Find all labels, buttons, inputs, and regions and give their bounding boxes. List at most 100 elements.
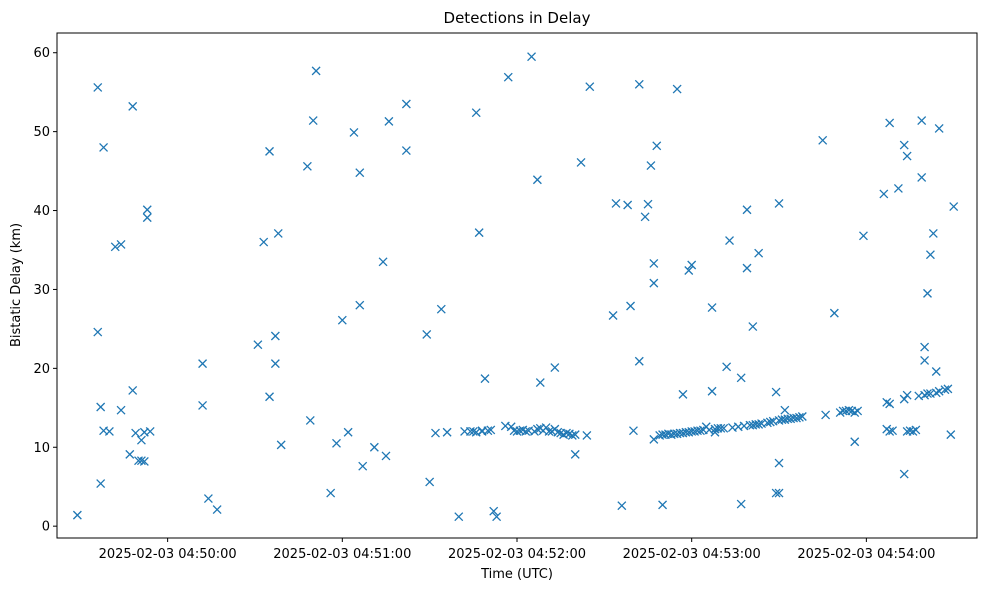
data-point <box>436 304 446 314</box>
data-point <box>902 390 912 400</box>
data-point <box>725 236 734 245</box>
data-point <box>917 172 927 182</box>
y-tick-label: 10 <box>33 441 50 456</box>
data-point <box>532 175 542 185</box>
data-points <box>72 52 959 522</box>
data-point <box>707 303 717 313</box>
data-point <box>794 412 804 422</box>
data-point <box>911 425 921 435</box>
data-point <box>780 405 790 415</box>
data-point <box>649 258 659 268</box>
data-point <box>617 501 627 511</box>
data-point <box>302 161 312 171</box>
data-point <box>923 288 932 298</box>
data-point <box>343 427 353 437</box>
data-point <box>742 205 752 215</box>
data-point <box>532 424 542 434</box>
data-point <box>844 405 854 415</box>
data-point <box>902 151 912 161</box>
data-point <box>940 385 950 395</box>
data-point <box>628 426 638 436</box>
data-point <box>104 427 114 436</box>
data-point <box>923 389 932 399</box>
y-tick-label: 40 <box>33 204 50 219</box>
data-point <box>707 386 717 396</box>
data-point <box>920 342 930 352</box>
x-tick-label: 2025-02-03 04:53:00 <box>623 547 761 562</box>
data-point <box>273 228 283 238</box>
data-point <box>489 506 499 516</box>
data-point <box>131 428 141 438</box>
y-tick-label: 30 <box>33 283 50 298</box>
data-point <box>634 356 644 366</box>
data-point <box>506 422 516 432</box>
data-point <box>308 116 318 126</box>
y-axis: 0 10 20 30 40 50 60 <box>33 46 57 535</box>
data-point <box>754 419 764 429</box>
data-point <box>503 72 513 82</box>
data-point <box>879 189 889 199</box>
data-point <box>771 387 781 397</box>
data-point <box>142 205 152 215</box>
data-point <box>471 108 481 118</box>
data-point <box>550 363 560 373</box>
data-point <box>381 451 391 461</box>
data-point <box>643 199 653 209</box>
data-point <box>623 200 633 210</box>
data-point <box>570 430 580 440</box>
data-point <box>792 413 801 423</box>
data-point <box>885 118 895 128</box>
data-point <box>401 146 411 156</box>
data-point <box>858 231 868 241</box>
y-axis-label: Bistatic Delay (km) <box>9 223 24 347</box>
data-point <box>611 198 621 208</box>
data-point <box>480 374 490 384</box>
data-point <box>658 500 668 510</box>
y-tick-label: 0 <box>42 520 50 535</box>
data-point <box>265 392 274 402</box>
data-point <box>649 278 659 288</box>
data-point <box>925 250 935 260</box>
data-point <box>765 417 775 427</box>
data-point <box>521 427 531 436</box>
data-point <box>142 213 152 223</box>
data-point <box>899 394 909 404</box>
data-point <box>626 301 636 311</box>
data-point <box>541 423 551 432</box>
data-point <box>943 384 953 394</box>
data-point <box>899 140 909 150</box>
data-point <box>468 427 478 436</box>
data-point <box>198 400 208 410</box>
data-point <box>640 212 650 222</box>
data-point <box>774 488 784 498</box>
data-point <box>96 479 106 489</box>
data-point <box>425 477 435 487</box>
data-point <box>719 423 729 433</box>
data-point <box>535 378 545 388</box>
data-point <box>378 257 388 267</box>
data-point <box>754 248 764 258</box>
data-point <box>454 512 464 522</box>
data-point <box>270 331 280 341</box>
data-point <box>136 435 146 445</box>
data-point <box>136 456 146 466</box>
data-point <box>486 425 496 435</box>
data-point <box>946 430 956 440</box>
data-point <box>431 428 440 438</box>
data-point <box>821 410 831 420</box>
data-point <box>570 449 580 459</box>
data-point <box>710 427 720 437</box>
data-point <box>355 168 365 178</box>
y-tick-label: 60 <box>33 46 50 61</box>
data-point <box>899 469 909 479</box>
data-point <box>355 300 365 310</box>
data-point <box>145 427 155 436</box>
data-point <box>512 427 522 436</box>
x-tick-label: 2025-02-03 04:52:00 <box>448 547 586 562</box>
data-point <box>369 442 379 452</box>
data-point <box>553 427 563 437</box>
data-point <box>649 434 659 444</box>
data-point <box>931 367 941 376</box>
data-point <box>527 52 537 62</box>
data-point <box>888 426 898 436</box>
